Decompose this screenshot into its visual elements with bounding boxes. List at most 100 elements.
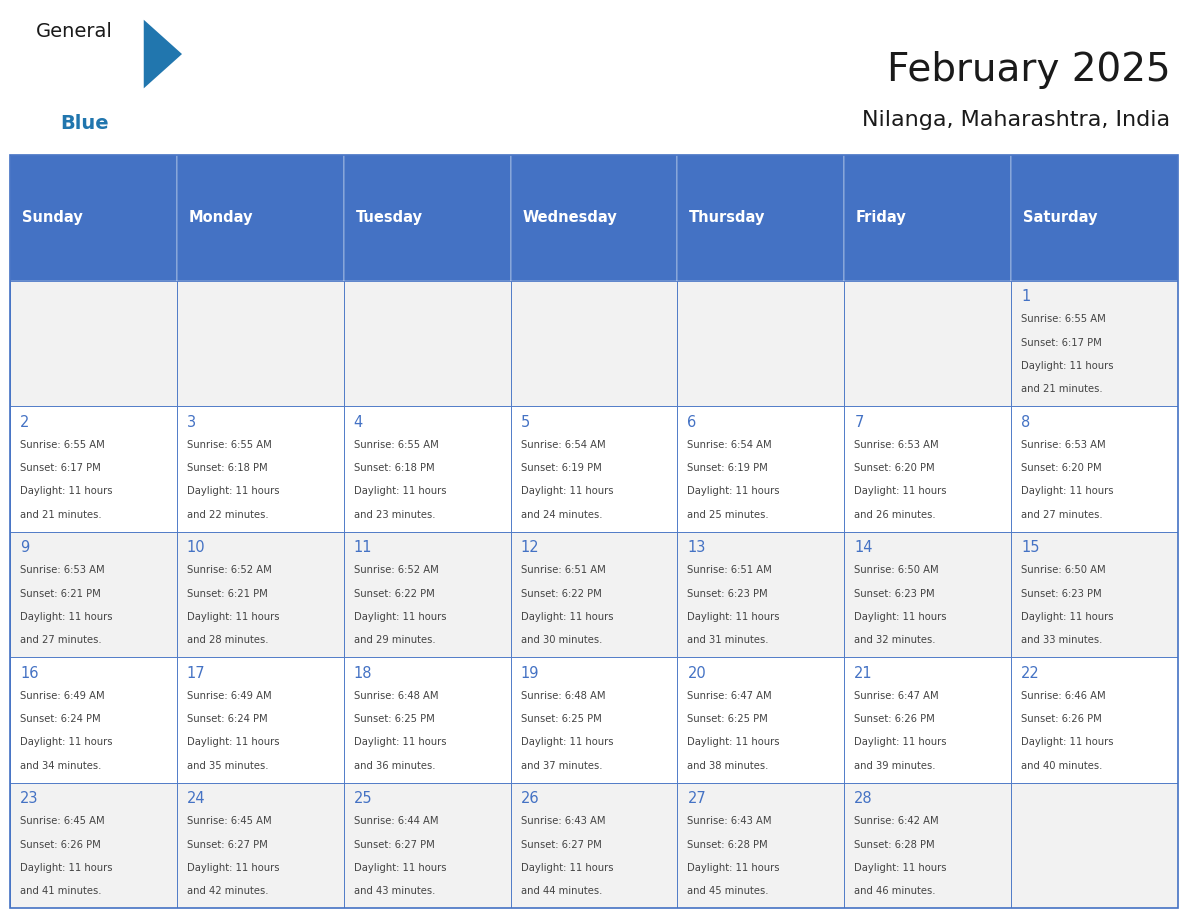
Bar xyxy=(511,281,677,406)
Text: February 2025: February 2025 xyxy=(886,51,1170,89)
Text: Sunrise: 6:54 AM: Sunrise: 6:54 AM xyxy=(520,440,605,450)
Text: Sunset: 6:27 PM: Sunset: 6:27 PM xyxy=(187,840,267,849)
Text: Sunrise: 6:44 AM: Sunrise: 6:44 AM xyxy=(354,816,438,826)
Text: and 27 minutes.: and 27 minutes. xyxy=(1022,509,1102,520)
Text: Sunset: 6:23 PM: Sunset: 6:23 PM xyxy=(688,588,769,599)
Text: and 43 minutes.: and 43 minutes. xyxy=(354,886,435,896)
Text: Sunrise: 6:46 AM: Sunrise: 6:46 AM xyxy=(1022,691,1106,700)
Text: Daylight: 11 hours: Daylight: 11 hours xyxy=(20,487,113,497)
Text: Daylight: 11 hours: Daylight: 11 hours xyxy=(187,863,279,873)
Text: Daylight: 11 hours: Daylight: 11 hours xyxy=(1022,487,1113,497)
Text: Sunrise: 6:50 AM: Sunrise: 6:50 AM xyxy=(1022,565,1106,576)
Text: and 37 minutes.: and 37 minutes. xyxy=(520,760,602,770)
Text: Daylight: 11 hours: Daylight: 11 hours xyxy=(187,611,279,621)
Text: Sunrise: 6:42 AM: Sunrise: 6:42 AM xyxy=(854,816,939,826)
Text: Sunset: 6:19 PM: Sunset: 6:19 PM xyxy=(520,463,601,473)
Bar xyxy=(343,782,511,908)
Text: Sunrise: 6:51 AM: Sunrise: 6:51 AM xyxy=(520,565,606,576)
Text: 5: 5 xyxy=(520,415,530,430)
Bar xyxy=(845,155,1011,281)
Text: Blue: Blue xyxy=(61,114,109,133)
Text: and 35 minutes.: and 35 minutes. xyxy=(187,760,268,770)
Text: Sunrise: 6:45 AM: Sunrise: 6:45 AM xyxy=(20,816,105,826)
Bar xyxy=(343,281,511,406)
Text: Daylight: 11 hours: Daylight: 11 hours xyxy=(520,737,613,747)
Text: Daylight: 11 hours: Daylight: 11 hours xyxy=(187,737,279,747)
Bar xyxy=(1011,281,1178,406)
Text: Daylight: 11 hours: Daylight: 11 hours xyxy=(520,487,613,497)
Text: 27: 27 xyxy=(688,791,706,806)
Text: Sunset: 6:17 PM: Sunset: 6:17 PM xyxy=(20,463,101,473)
Text: 18: 18 xyxy=(354,666,372,681)
Text: Sunrise: 6:45 AM: Sunrise: 6:45 AM xyxy=(187,816,272,826)
Text: Sunrise: 6:47 AM: Sunrise: 6:47 AM xyxy=(854,691,939,700)
Bar xyxy=(343,406,511,532)
Text: Saturday: Saturday xyxy=(1023,210,1098,225)
Bar xyxy=(177,657,343,782)
Text: Daylight: 11 hours: Daylight: 11 hours xyxy=(520,863,613,873)
Text: and 25 minutes.: and 25 minutes. xyxy=(688,509,769,520)
Bar xyxy=(177,782,343,908)
Text: Sunrise: 6:54 AM: Sunrise: 6:54 AM xyxy=(688,440,772,450)
Text: and 21 minutes.: and 21 minutes. xyxy=(1022,384,1102,394)
Text: Sunset: 6:23 PM: Sunset: 6:23 PM xyxy=(1022,588,1101,599)
Text: Daylight: 11 hours: Daylight: 11 hours xyxy=(354,863,447,873)
Bar xyxy=(1011,782,1178,908)
Text: Sunset: 6:20 PM: Sunset: 6:20 PM xyxy=(854,463,935,473)
Bar xyxy=(177,406,343,532)
Text: and 42 minutes.: and 42 minutes. xyxy=(187,886,268,896)
Bar xyxy=(343,155,511,281)
Text: General: General xyxy=(36,22,113,40)
Text: Sunset: 6:22 PM: Sunset: 6:22 PM xyxy=(354,588,435,599)
Text: and 36 minutes.: and 36 minutes. xyxy=(354,760,435,770)
Text: 16: 16 xyxy=(20,666,38,681)
Text: and 23 minutes.: and 23 minutes. xyxy=(354,509,435,520)
Text: Sunrise: 6:55 AM: Sunrise: 6:55 AM xyxy=(354,440,438,450)
Bar xyxy=(1011,155,1178,281)
Bar xyxy=(1011,532,1178,657)
Text: 12: 12 xyxy=(520,541,539,555)
Text: Daylight: 11 hours: Daylight: 11 hours xyxy=(1022,737,1113,747)
Text: Sunrise: 6:53 AM: Sunrise: 6:53 AM xyxy=(1022,440,1106,450)
Text: Daylight: 11 hours: Daylight: 11 hours xyxy=(354,737,447,747)
Text: Sunset: 6:26 PM: Sunset: 6:26 PM xyxy=(1022,714,1102,724)
Text: and 40 minutes.: and 40 minutes. xyxy=(1022,760,1102,770)
Text: and 44 minutes.: and 44 minutes. xyxy=(520,886,602,896)
Text: Sunrise: 6:43 AM: Sunrise: 6:43 AM xyxy=(688,816,772,826)
Text: Sunset: 6:25 PM: Sunset: 6:25 PM xyxy=(688,714,769,724)
Text: and 30 minutes.: and 30 minutes. xyxy=(520,635,602,645)
Text: Sunrise: 6:51 AM: Sunrise: 6:51 AM xyxy=(688,565,772,576)
Text: Wednesday: Wednesday xyxy=(523,210,617,225)
Text: 4: 4 xyxy=(354,415,364,430)
Text: Daylight: 11 hours: Daylight: 11 hours xyxy=(1022,361,1113,371)
Text: Sunset: 6:19 PM: Sunset: 6:19 PM xyxy=(688,463,769,473)
Text: Sunset: 6:26 PM: Sunset: 6:26 PM xyxy=(20,840,101,849)
Text: Daylight: 11 hours: Daylight: 11 hours xyxy=(688,611,781,621)
Bar xyxy=(511,782,677,908)
Bar xyxy=(177,155,343,281)
Text: and 27 minutes.: and 27 minutes. xyxy=(20,635,102,645)
Text: Daylight: 11 hours: Daylight: 11 hours xyxy=(688,737,781,747)
Bar xyxy=(1011,657,1178,782)
Text: and 32 minutes.: and 32 minutes. xyxy=(854,635,936,645)
Text: Daylight: 11 hours: Daylight: 11 hours xyxy=(354,611,447,621)
Text: Sunset: 6:20 PM: Sunset: 6:20 PM xyxy=(1022,463,1101,473)
Bar xyxy=(845,406,1011,532)
Text: Sunrise: 6:53 AM: Sunrise: 6:53 AM xyxy=(20,565,105,576)
Text: and 41 minutes.: and 41 minutes. xyxy=(20,886,101,896)
Text: Monday: Monday xyxy=(189,210,253,225)
Text: 8: 8 xyxy=(1022,415,1030,430)
Text: Sunset: 6:27 PM: Sunset: 6:27 PM xyxy=(520,840,601,849)
Text: Sunset: 6:21 PM: Sunset: 6:21 PM xyxy=(20,588,101,599)
Text: Sunset: 6:28 PM: Sunset: 6:28 PM xyxy=(854,840,935,849)
Bar xyxy=(343,532,511,657)
Text: Friday: Friday xyxy=(857,210,906,225)
Text: Sunset: 6:27 PM: Sunset: 6:27 PM xyxy=(354,840,435,849)
Text: Thursday: Thursday xyxy=(689,210,765,225)
Bar xyxy=(1011,406,1178,532)
Text: Sunset: 6:25 PM: Sunset: 6:25 PM xyxy=(354,714,435,724)
Text: Sunset: 6:28 PM: Sunset: 6:28 PM xyxy=(688,840,769,849)
Text: and 29 minutes.: and 29 minutes. xyxy=(354,635,435,645)
Bar xyxy=(677,406,845,532)
Text: 28: 28 xyxy=(854,791,873,806)
